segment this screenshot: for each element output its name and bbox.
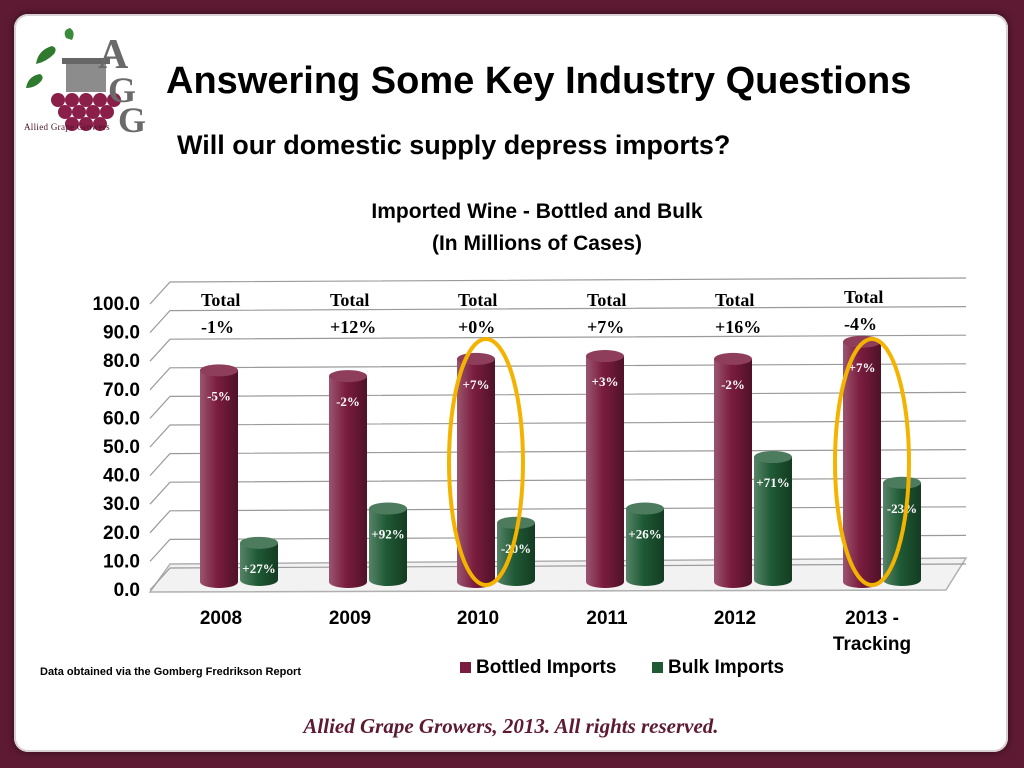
bulk-change-label: +27% xyxy=(242,561,275,576)
bulk-imports-bar xyxy=(754,457,792,586)
bottled-imports-bar xyxy=(329,376,367,588)
x-category-label: 2009 xyxy=(329,608,371,629)
y-tick-label: 10.0 xyxy=(103,551,140,572)
legend-swatch-bulk xyxy=(652,662,663,673)
total-change-label: -4% xyxy=(844,314,877,334)
bottled-change-label: -5% xyxy=(207,388,231,403)
y-tick-label: 90.0 xyxy=(103,323,140,344)
y-tick-label: 40.0 xyxy=(103,466,140,487)
bottled-change-label: +7% xyxy=(849,360,876,375)
x-category-label: 2013 - xyxy=(845,608,899,629)
total-change-label: +0% xyxy=(458,317,495,337)
y-tick-label: 20.0 xyxy=(103,523,140,544)
bulk-bar-top xyxy=(240,536,278,549)
slide: A G G Allied Grape Growers Answering Som… xyxy=(14,14,1008,752)
bulk-change-label: -23% xyxy=(887,501,917,516)
chart-title: (In Millions of Cases) xyxy=(432,232,642,255)
gridline xyxy=(149,391,967,419)
bulk-change-label: +26% xyxy=(628,527,661,542)
y-tick-label: 0.0 xyxy=(114,580,140,601)
x-category-label: 2011 xyxy=(586,608,628,629)
svg-text:A: A xyxy=(98,32,129,78)
bottled-imports-bar xyxy=(843,341,881,588)
y-tick-label: 70.0 xyxy=(103,380,140,401)
legend-swatch-bottled xyxy=(460,662,471,673)
y-tick-label: 60.0 xyxy=(103,408,140,429)
copyright-footer: Allied Grape Growers, 2013. All rights r… xyxy=(303,714,719,738)
chart-title: Imported Wine - Bottled and Bulk xyxy=(371,200,702,223)
x-category-label: 2008 xyxy=(200,608,242,629)
total-change-label: Total xyxy=(715,290,754,310)
x-category-label: Tracking xyxy=(833,634,911,655)
bulk-bar-top xyxy=(754,451,792,464)
y-tick-label: 50.0 xyxy=(103,437,140,458)
bottled-bar-top xyxy=(200,364,238,377)
bottled-change-label: -2% xyxy=(721,377,745,392)
total-change-label: +12% xyxy=(330,317,376,337)
total-change-label: +16% xyxy=(715,317,761,337)
total-change-label: Total xyxy=(844,287,883,307)
gridline xyxy=(149,306,967,334)
bottled-change-label: +7% xyxy=(463,377,490,392)
bulk-change-label: +92% xyxy=(371,527,404,542)
bottled-imports-bar xyxy=(200,370,238,588)
bulk-bar-top xyxy=(883,476,921,489)
bottled-imports-bar xyxy=(714,358,752,588)
gridline xyxy=(149,506,967,534)
page-title: Answering Some Key Industry Questions xyxy=(166,60,912,102)
highlight-ellipse xyxy=(447,337,525,587)
source-note: Data obtained via the Gomberg Fredrikson… xyxy=(40,666,301,678)
y-tick-label: 30.0 xyxy=(103,494,140,515)
x-category-label: 2012 xyxy=(714,608,756,629)
bulk-bar-top xyxy=(626,502,664,515)
gridline xyxy=(149,563,967,591)
gridline xyxy=(149,534,967,562)
total-change-label: Total xyxy=(330,290,369,310)
svg-text:G: G xyxy=(108,70,136,110)
bottled-imports-bar xyxy=(457,358,495,588)
legend-label-bulk: Bulk Imports xyxy=(668,657,784,678)
gridline xyxy=(149,363,967,391)
total-change-label: Total xyxy=(458,290,497,310)
gridline xyxy=(149,277,967,305)
highlight-ellipse xyxy=(833,337,911,587)
bottled-bar-top xyxy=(586,350,624,363)
bulk-imports-bar xyxy=(626,508,664,586)
bottled-bar-top xyxy=(329,370,367,383)
bottled-bar-top xyxy=(714,352,752,365)
bulk-bar-top xyxy=(497,516,535,529)
bottled-imports-bar xyxy=(586,356,624,588)
y-tick-label: 100.0 xyxy=(92,294,140,315)
total-change-label: -1% xyxy=(201,317,234,337)
bottled-change-label: +3% xyxy=(592,374,619,389)
gridline xyxy=(149,334,967,362)
bulk-change-label: +71% xyxy=(756,475,789,490)
bulk-imports-bar xyxy=(240,542,278,586)
gridline xyxy=(149,420,967,448)
gridline xyxy=(149,477,967,505)
total-change-label: Total xyxy=(587,290,626,310)
x-category-label: 2010 xyxy=(457,608,499,629)
allied-grape-growers-logo: A G G xyxy=(26,28,146,140)
svg-text:G: G xyxy=(118,100,146,140)
page-subtitle: Will our domestic supply depress imports… xyxy=(177,130,731,160)
imported-wine-chart: 0.0 10.0 20.0 30.0 40.0 50.0 60.0 70.0 80.0 90.0 1… xyxy=(92,200,968,678)
bulk-imports-bar xyxy=(497,522,535,586)
bulk-bar-top xyxy=(369,502,407,515)
bulk-imports-bar xyxy=(369,508,407,586)
bulk-change-label: -20% xyxy=(501,541,531,556)
bottled-change-label: -2% xyxy=(336,394,360,409)
total-change-label: +7% xyxy=(587,317,624,337)
logo-name: Allied Grape Growers xyxy=(24,122,110,132)
gridline xyxy=(149,449,967,477)
y-tick-label: 80.0 xyxy=(103,351,140,372)
legend-label-bottled: Bottled Imports xyxy=(476,657,616,678)
total-change-label: Total xyxy=(201,290,240,310)
